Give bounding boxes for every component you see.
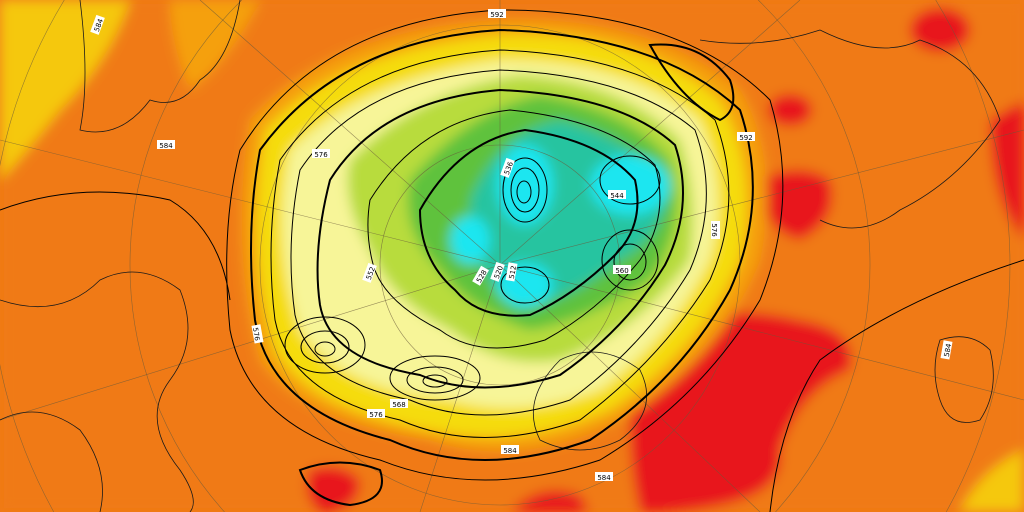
contour-label: 576	[369, 411, 383, 419]
contour-label: 576	[251, 327, 261, 342]
contour-label: 560	[615, 267, 628, 275]
field-orange-light	[170, 0, 260, 90]
contour-label: 584	[503, 447, 517, 455]
contour-label: 544	[610, 192, 624, 200]
contour-label: 584	[943, 342, 953, 357]
field-cyan-low	[497, 145, 553, 225]
contour-label: 592	[490, 11, 503, 19]
field-red-patch	[510, 490, 590, 512]
field-red-patch	[306, 466, 360, 512]
field-red-east	[760, 170, 832, 240]
contour-label: 568	[392, 401, 405, 409]
field-yellow-bottomright	[960, 450, 1024, 512]
field-cyan-low	[497, 263, 553, 307]
field-red-patch	[910, 8, 970, 52]
contour-label: 592	[739, 134, 752, 142]
contour-label: 512	[508, 265, 518, 280]
field-red-patch	[768, 94, 812, 126]
field-cyan-low	[450, 216, 490, 264]
contours	[0, 9, 1024, 512]
coastlines	[0, 0, 1001, 512]
contour-label: 584	[597, 474, 611, 482]
field-red-patch	[990, 100, 1024, 240]
contour-label: 576	[314, 151, 328, 159]
field-yellow-topleft	[0, 0, 130, 180]
contour-labels: 592 584 584 576 576 576 568 560 552 544 …	[90, 9, 953, 482]
contour-label: 584	[159, 142, 173, 150]
field-cyan-low	[590, 155, 670, 215]
contour-label: 576	[710, 223, 718, 237]
